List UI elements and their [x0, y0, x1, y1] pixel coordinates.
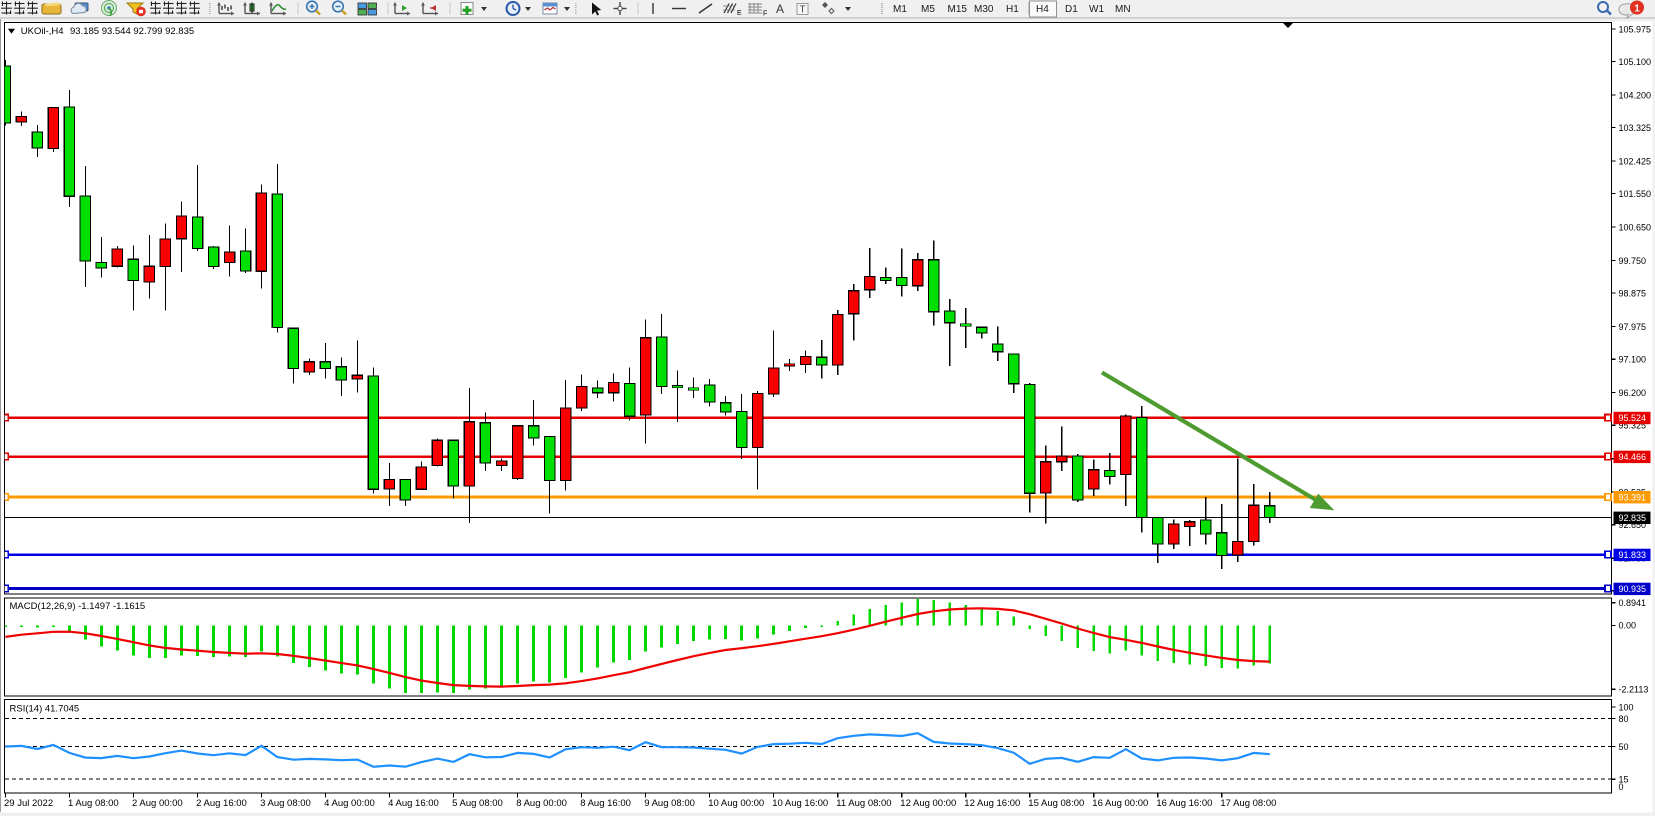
- svg-text:E: E: [737, 10, 742, 17]
- svg-text:M30: M30: [974, 4, 994, 15]
- svg-text:92.650: 92.650: [1619, 520, 1647, 530]
- svg-text:80: 80: [1619, 714, 1629, 724]
- svg-text:10 Aug 16:00: 10 Aug 16:00: [772, 798, 828, 809]
- svg-text:W1: W1: [1089, 4, 1104, 15]
- svg-text:104.200: 104.200: [1619, 90, 1652, 100]
- svg-text:MACD(12,26,9) -1.1497 -1.1615: MACD(12,26,9) -1.1497 -1.1615: [10, 601, 146, 612]
- svg-text:M1: M1: [893, 4, 907, 15]
- svg-text:11 Aug 08:00: 11 Aug 08:00: [836, 798, 891, 809]
- svg-text:M5: M5: [921, 4, 935, 15]
- svg-text:0.00: 0.00: [1619, 621, 1637, 631]
- svg-text:15 Aug 08:00: 15 Aug 08:00: [1028, 798, 1084, 809]
- svg-text:2 Aug 00:00: 2 Aug 00:00: [132, 798, 183, 809]
- svg-text:2 Aug 16:00: 2 Aug 16:00: [196, 798, 247, 809]
- svg-text:16 Aug 00:00: 16 Aug 00:00: [1092, 798, 1148, 809]
- svg-text:H4: H4: [1036, 4, 1049, 15]
- svg-text:12 Aug 16:00: 12 Aug 16:00: [964, 798, 1020, 809]
- svg-text:D1: D1: [1065, 4, 1078, 15]
- svg-text:-2.2113: -2.2113: [1619, 685, 1649, 695]
- svg-text:3 Aug 08:00: 3 Aug 08:00: [260, 798, 311, 809]
- svg-text:50: 50: [1619, 742, 1629, 752]
- svg-text:1 Aug 08:00: 1 Aug 08:00: [68, 798, 119, 809]
- svg-text:UKOil-,H4: UKOil-,H4: [21, 26, 64, 37]
- svg-text:4 Aug 00:00: 4 Aug 00:00: [324, 798, 375, 809]
- svg-text:97.975: 97.975: [1619, 322, 1647, 332]
- svg-text:100: 100: [1619, 702, 1634, 712]
- svg-text:105.975: 105.975: [1619, 24, 1652, 34]
- svg-text:MN: MN: [1115, 4, 1131, 15]
- svg-text:RSI(14) 41.7045: RSI(14) 41.7045: [10, 704, 80, 715]
- svg-text:9 Aug 08:00: 9 Aug 08:00: [644, 798, 695, 809]
- svg-text:12 Aug 00:00: 12 Aug 00:00: [900, 798, 956, 809]
- svg-text:91.833: 91.833: [1619, 550, 1647, 560]
- svg-text:15: 15: [1619, 775, 1629, 785]
- svg-text:4 Aug 16:00: 4 Aug 16:00: [388, 798, 439, 809]
- svg-text:93.391: 93.391: [1619, 492, 1647, 502]
- svg-text:99.750: 99.750: [1619, 256, 1647, 266]
- svg-text:96.200: 96.200: [1619, 388, 1647, 398]
- svg-text:0: 0: [1619, 782, 1624, 792]
- svg-text:94.466: 94.466: [1619, 452, 1647, 462]
- svg-text:8 Aug 16:00: 8 Aug 16:00: [580, 798, 631, 809]
- svg-text:95.325: 95.325: [1619, 421, 1647, 431]
- svg-text:1: 1: [1634, 4, 1640, 15]
- svg-text:98.875: 98.875: [1619, 288, 1647, 298]
- svg-text:10 Aug 00:00: 10 Aug 00:00: [708, 798, 764, 809]
- svg-text:5 Aug 08:00: 5 Aug 08:00: [452, 798, 503, 809]
- svg-text:16 Aug 16:00: 16 Aug 16:00: [1156, 798, 1212, 809]
- svg-text:97.100: 97.100: [1619, 355, 1647, 365]
- svg-text:90.935: 90.935: [1619, 584, 1647, 594]
- svg-text:102.425: 102.425: [1619, 156, 1652, 166]
- svg-text:105.100: 105.100: [1619, 57, 1652, 67]
- svg-text:29 Jul 2022: 29 Jul 2022: [4, 798, 53, 809]
- svg-text:95.524: 95.524: [1619, 413, 1647, 423]
- svg-text:M15: M15: [948, 4, 968, 15]
- svg-text:93.185 93.544 92.799 92.835: 93.185 93.544 92.799 92.835: [70, 26, 194, 37]
- svg-text:0.8941: 0.8941: [1619, 598, 1647, 608]
- svg-text:8 Aug 00:00: 8 Aug 00:00: [516, 798, 567, 809]
- svg-text:100.650: 100.650: [1619, 222, 1652, 232]
- svg-text:101.550: 101.550: [1619, 189, 1652, 199]
- svg-text:103.325: 103.325: [1619, 123, 1652, 133]
- svg-text:H1: H1: [1006, 4, 1019, 15]
- svg-text:17 Aug 08:00: 17 Aug 08:00: [1220, 798, 1276, 809]
- svg-text:F: F: [763, 11, 767, 18]
- svg-text:92.835: 92.835: [1619, 513, 1647, 523]
- svg-text:T: T: [800, 5, 806, 16]
- svg-text:A: A: [776, 2, 784, 16]
